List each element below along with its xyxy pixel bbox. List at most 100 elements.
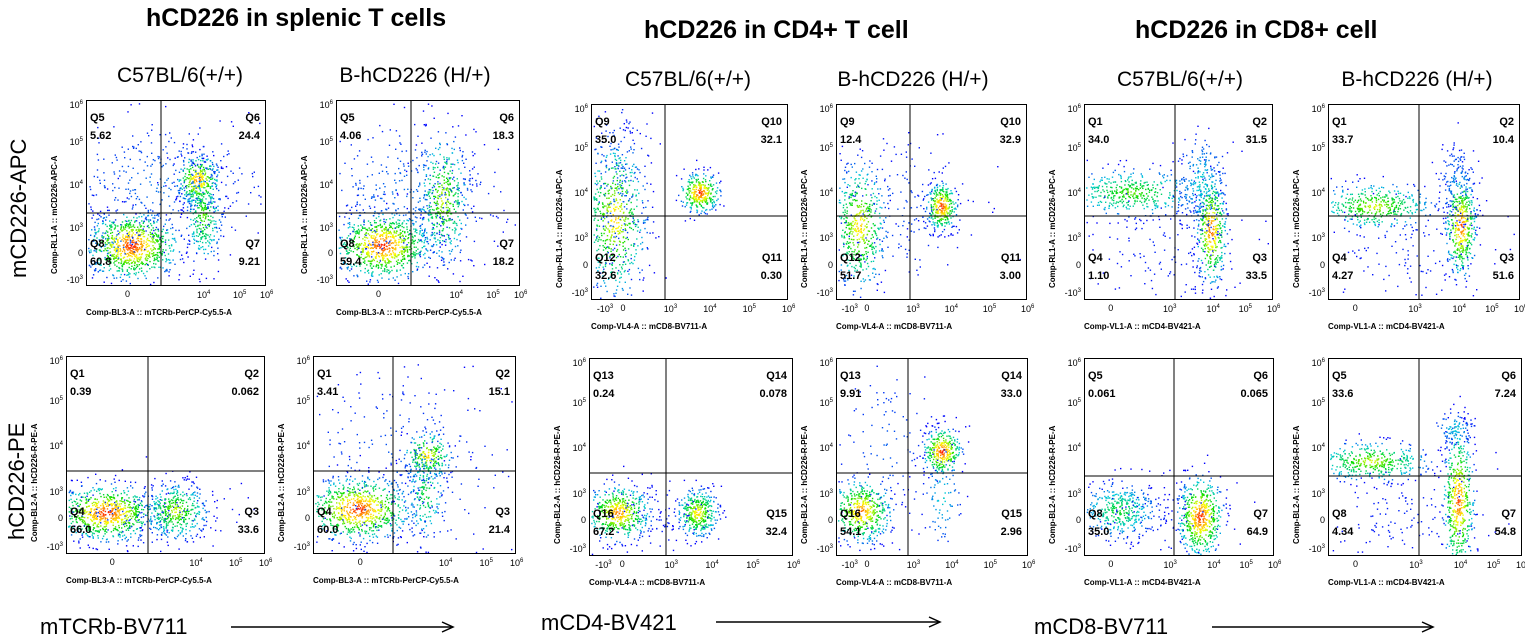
event-dot	[615, 217, 617, 219]
event-dot	[422, 235, 424, 237]
plot-frame	[336, 100, 520, 286]
event-dot	[439, 215, 442, 217]
event-dot	[201, 175, 204, 177]
event-dot	[181, 155, 183, 157]
event-dot	[473, 265, 475, 267]
event-dot	[133, 262, 136, 264]
event-dot	[402, 239, 404, 241]
event-dot	[612, 177, 615, 179]
event-dot	[425, 249, 428, 251]
event-dot	[934, 224, 936, 226]
event-dot	[199, 280, 201, 283]
event-dot	[416, 169, 418, 171]
event-dot	[838, 279, 840, 282]
event-dot	[134, 251, 136, 254]
event-dot	[465, 214, 467, 216]
event-dot	[617, 227, 619, 229]
event-dot	[402, 235, 404, 238]
event-dot	[433, 195, 435, 198]
event-dot	[121, 269, 124, 271]
event-dot	[857, 154, 859, 156]
event-dot	[451, 147, 453, 150]
event-dot	[865, 251, 867, 253]
event-dot	[164, 270, 166, 273]
event-dot	[151, 129, 153, 131]
event-dot	[403, 226, 405, 229]
event-dot	[621, 194, 623, 197]
event-dot	[381, 253, 383, 255]
event-dot	[200, 174, 202, 176]
event-dot	[117, 225, 119, 227]
event-dot	[381, 130, 384, 133]
event-dot	[680, 178, 683, 180]
event-dot	[116, 249, 118, 251]
event-dot	[129, 242, 132, 244]
event-dot	[132, 246, 135, 248]
event-dot	[428, 192, 430, 195]
event-dot	[701, 191, 704, 193]
event-dot	[384, 193, 386, 196]
event-dot	[429, 249, 432, 251]
event-dot	[126, 244, 128, 246]
event-dot	[192, 193, 194, 195]
event-dot	[617, 143, 620, 145]
event-dot	[188, 161, 190, 164]
event-dot	[617, 202, 619, 204]
event-dot	[188, 174, 190, 176]
event-dot	[870, 209, 872, 211]
event-dot	[871, 234, 873, 236]
event-dot	[178, 171, 181, 173]
event-dot	[850, 226, 853, 229]
event-dot	[186, 227, 188, 230]
event-dot	[366, 253, 368, 255]
event-dot	[453, 187, 455, 189]
event-dot	[350, 268, 353, 270]
event-dot	[844, 277, 846, 280]
event-dot	[188, 243, 191, 245]
event-dot	[850, 224, 852, 226]
event-dot	[387, 262, 389, 264]
event-dot	[712, 199, 714, 201]
event-dot	[156, 258, 158, 260]
event-dot	[610, 210, 612, 212]
event-dot	[605, 261, 607, 264]
event-dot	[363, 227, 365, 229]
event-dot	[419, 230, 421, 232]
y-tick-label: -103	[66, 274, 83, 285]
event-dot	[113, 256, 115, 258]
event-dot	[851, 192, 853, 195]
event-dot	[378, 244, 380, 246]
event-dot	[444, 191, 446, 194]
event-dot	[632, 139, 634, 141]
event-dot	[183, 261, 185, 264]
event-dot	[154, 232, 156, 234]
event-dot	[860, 203, 863, 206]
event-dot	[144, 263, 146, 266]
event-dot	[149, 256, 151, 258]
event-dot	[361, 251, 364, 253]
event-dot	[118, 270, 121, 272]
event-dot	[935, 191, 937, 194]
event-dot	[103, 236, 105, 238]
event-dot	[448, 234, 450, 236]
event-dot	[593, 207, 595, 210]
event-dot	[129, 244, 131, 246]
event-dot	[153, 229, 155, 232]
event-dot	[200, 159, 202, 162]
event-dot	[211, 182, 213, 185]
event-dot	[105, 232, 107, 234]
event-dot	[374, 245, 376, 247]
event-dot	[633, 208, 635, 210]
event-dot	[188, 190, 191, 192]
event-dot	[171, 237, 174, 240]
event-dot	[441, 186, 444, 189]
event-dot	[606, 251, 609, 253]
event-dot	[351, 206, 353, 209]
event-dot	[682, 201, 684, 203]
event-dot	[401, 225, 403, 228]
event-dot	[366, 237, 369, 239]
event-dot	[463, 196, 465, 199]
event-dot	[213, 220, 215, 222]
event-dot	[98, 269, 101, 272]
event-dot	[399, 236, 401, 239]
